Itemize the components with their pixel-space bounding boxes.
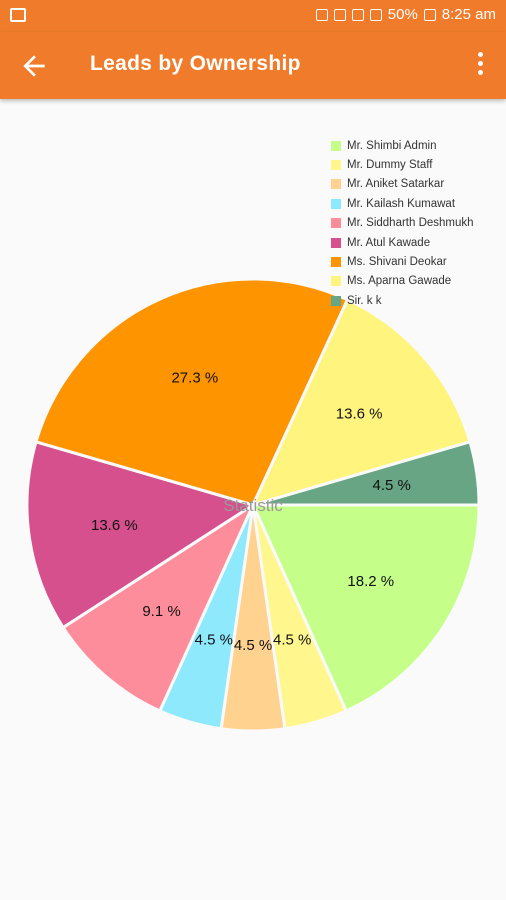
legend-swatch: [331, 179, 341, 190]
status-bar: 50% 8:25 am: [0, 0, 506, 32]
legend-label: Mr. Shimbi Admin: [347, 139, 437, 152]
battery-icon: [423, 8, 436, 21]
legend-label: Sir. k k: [347, 294, 382, 307]
legend-swatch: [331, 295, 341, 306]
legend-item: Mr. Siddharth Deshmukh: [331, 214, 474, 233]
legend-swatch: [331, 198, 341, 209]
page-title: Leads by Ownership: [90, 52, 301, 75]
center-text: Statistic: [223, 496, 283, 515]
more-vert-icon[interactable]: [468, 52, 492, 78]
pie-slice: [61, 500, 257, 713]
slice-label: 13.6 %: [91, 517, 138, 534]
alarm-icon: [315, 8, 328, 21]
legend-item: Sir. k k: [331, 291, 474, 310]
pie-chart: 18.2 %4.5 %4.5 %4.5 %9.1 %13.6 %27.3 %13…: [25, 277, 481, 733]
slice-label: 4.5 %: [373, 477, 411, 494]
legend-item: Mr. Atul Kawade: [331, 233, 474, 252]
legend-swatch: [331, 257, 341, 268]
legend-item: Mr. Kailash Kumawat: [331, 194, 474, 213]
legend-swatch: [331, 140, 341, 151]
slice-label: 13.6 %: [336, 406, 383, 423]
pie-slice: [252, 439, 481, 507]
app-bar: Leads by Ownership: [0, 32, 506, 99]
image-icon: [10, 8, 26, 22]
pie-slice: [34, 277, 350, 507]
slice-label: 4.5 %: [273, 632, 311, 649]
legend-label: Ms. Aparna Gawade: [347, 275, 452, 288]
mute-icon: [333, 8, 346, 21]
wifi-icon: [351, 8, 364, 21]
legend-item: Mr. Aniket Satarkar: [331, 175, 474, 194]
legend-label: Mr. Dummy Staff: [347, 159, 433, 172]
pie-slice: [250, 503, 481, 713]
legend-item: Mr. Shimbi Admin: [331, 136, 474, 155]
legend-label: Ms. Shivani Deokar: [347, 256, 447, 269]
legend-label: Mr. Siddharth Deshmukh: [347, 217, 474, 230]
back-arrow-icon[interactable]: [18, 50, 50, 82]
clock: 8:25 am: [441, 6, 496, 23]
legend-swatch: [331, 218, 341, 229]
legend-item: Ms. Shivani Deokar: [331, 252, 474, 271]
legend-swatch: [331, 160, 341, 171]
pie-slice: [250, 297, 472, 508]
slice-label: 27.3 %: [171, 370, 218, 387]
legend-label: Mr. Atul Kawade: [347, 236, 431, 249]
slice-label: 4.5 %: [195, 632, 233, 649]
pie-slice: [25, 439, 257, 630]
legend-label: Mr. Kailash Kumawat: [347, 197, 456, 210]
legend-item: Mr. Dummy Staff: [331, 155, 474, 174]
chart-legend: Mr. Shimbi Admin Mr. Dummy Staff Mr. Anike…: [331, 136, 474, 311]
battery-percent: 50%: [387, 6, 418, 23]
status-icons: 50% 8:25 am: [315, 6, 496, 23]
slice-label: 9.1 %: [142, 603, 180, 620]
legend-label: Mr. Aniket Satarkar: [347, 178, 445, 191]
legend-swatch: [331, 276, 341, 287]
signal-icon: [369, 8, 382, 21]
legend-item: Ms. Aparna Gawade: [331, 272, 474, 291]
slice-label: 18.2 %: [347, 573, 394, 590]
slice-label: 4.5 %: [234, 637, 272, 654]
legend-swatch: [331, 237, 341, 248]
